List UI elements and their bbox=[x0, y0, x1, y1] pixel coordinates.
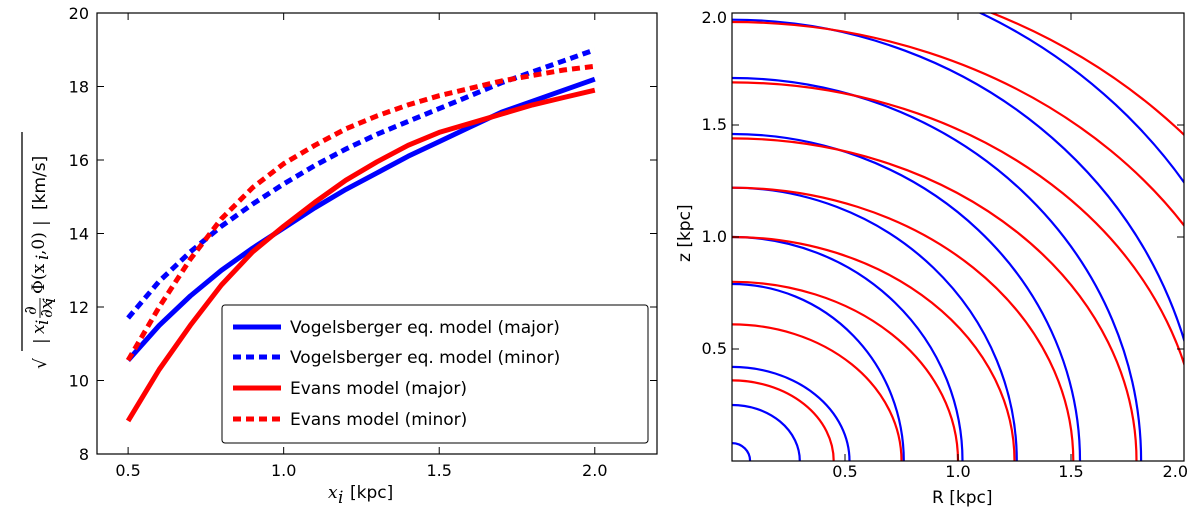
contour-0-3 bbox=[732, 282, 905, 461]
y-label-partial: ∂ bbox=[21, 306, 41, 315]
contour-0-6 bbox=[732, 132, 1082, 461]
r-y-tick-label: 0.5 bbox=[702, 339, 727, 358]
legend: Vogelsberger eq. model (major) Vogelsber… bbox=[221, 304, 649, 444]
x-tick-label: 1.5 bbox=[426, 461, 451, 480]
legend-label-vogel-major: Vogelsberger eq. model (major) bbox=[290, 318, 560, 338]
y-tick-label: 20 bbox=[69, 4, 89, 23]
x-tick-label: 1.0 bbox=[271, 461, 296, 480]
contour-1-1 bbox=[732, 323, 903, 461]
y-label-bar-right: | bbox=[31, 220, 51, 226]
legend-box bbox=[221, 304, 649, 444]
y-label-unit: [km/s] bbox=[30, 156, 50, 210]
y-label-x: x bbox=[29, 324, 49, 334]
series-line-2 bbox=[125, 87, 596, 423]
right-y-axis-label: z [kpc] bbox=[675, 204, 695, 262]
x-tick-label: 2.0 bbox=[582, 461, 607, 480]
contour-1-6 bbox=[732, 81, 1184, 368]
contour-0-2 bbox=[732, 365, 851, 461]
series-line-0 bbox=[126, 76, 596, 362]
r-x-tick-label: 1.0 bbox=[945, 462, 970, 481]
left-x-axis-label: x i [kpc] bbox=[328, 483, 393, 508]
right-x-axis-label: R [kpc] bbox=[932, 488, 992, 508]
right-plot-area bbox=[732, 13, 1184, 461]
y-label-phi: Φ(x bbox=[29, 263, 49, 294]
legend-label-vogel-minor: Vogelsberger eq. model (minor) bbox=[290, 348, 560, 368]
y-tick-label: 10 bbox=[69, 372, 89, 391]
contour-1-3 bbox=[732, 235, 1016, 461]
right-ticks: 0.5 1.0 1.5 2.0 0.5 1.0 1.5 2.0 bbox=[702, 8, 1188, 481]
y-label-math: √ bbox=[31, 358, 51, 369]
contour-1-5 bbox=[732, 137, 1138, 461]
r-x-tick-label: 1.5 bbox=[1058, 462, 1083, 481]
contour-1-2 bbox=[732, 280, 960, 461]
left-plot-area bbox=[125, 47, 596, 423]
left-chart: 0.5 1.0 1.5 2.0 8 10 12 14 16 18 20 Vogelsberger e… bbox=[21, 4, 658, 508]
x-label-var: x bbox=[328, 483, 338, 503]
legend-label-evans-major: Evans model (major) bbox=[290, 379, 467, 399]
legend-label-evans-minor: Evans model (minor) bbox=[290, 410, 467, 430]
contour-1-7 bbox=[732, 20, 1184, 228]
r-x-tick-label: 2.0 bbox=[1163, 462, 1188, 481]
left-y-axis-label: √ | x i ∂ ∂x i Φ(x i ,0) | [km/s] bbox=[21, 132, 60, 369]
x-tick-label: 0.5 bbox=[115, 461, 140, 480]
y-tick-label: 12 bbox=[69, 298, 89, 317]
contour-0-0 bbox=[732, 442, 752, 461]
y-label-phi-sub: i bbox=[33, 255, 53, 260]
r-y-tick-label: 1.0 bbox=[702, 227, 727, 246]
y-label-sub: i bbox=[33, 320, 53, 325]
contour-1-4 bbox=[732, 186, 1075, 461]
y-label-bar-left: | bbox=[31, 338, 51, 344]
right-chart: 0.5 1.0 1.5 2.0 0.5 1.0 1.5 2.0 R [kpc] z [kpc] bbox=[675, 8, 1188, 508]
left-ticks: 0.5 1.0 1.5 2.0 8 10 12 14 16 18 20 bbox=[69, 4, 657, 480]
x-label-unit: [kpc] bbox=[350, 483, 393, 503]
y-tick-label: 18 bbox=[69, 78, 89, 97]
y-label-phi-end: ,0) bbox=[29, 232, 49, 255]
y-tick-label: 8 bbox=[79, 445, 89, 464]
series-line-3 bbox=[125, 63, 596, 362]
r-x-tick-label: 0.5 bbox=[832, 462, 857, 481]
y-label-dx: ∂x bbox=[37, 299, 57, 318]
contour-0-5 bbox=[732, 186, 1018, 461]
contour-0-1 bbox=[732, 403, 801, 461]
contour-0-9 bbox=[977, 13, 1184, 185]
r-y-tick-label: 2.0 bbox=[702, 8, 727, 27]
r-y-tick-label: 1.5 bbox=[702, 115, 727, 134]
contour-1-0 bbox=[732, 379, 835, 461]
y-label-dx-sub: i bbox=[40, 298, 60, 303]
x-label-sub: i bbox=[338, 488, 343, 508]
contour-0-4 bbox=[732, 235, 964, 461]
contour-1-8 bbox=[988, 13, 1184, 137]
contour-0-7 bbox=[732, 76, 1143, 461]
y-tick-label: 14 bbox=[69, 225, 89, 244]
y-tick-label: 16 bbox=[69, 151, 89, 170]
